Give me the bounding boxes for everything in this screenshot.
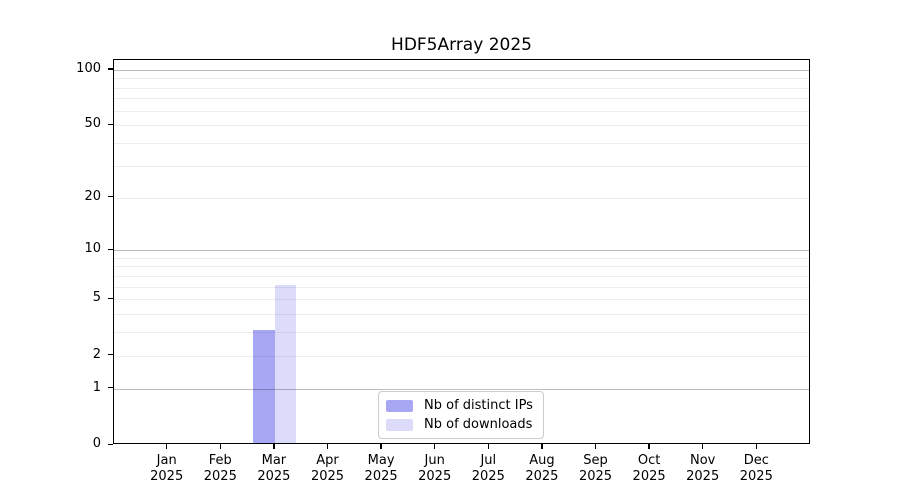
y-axis-tick [108, 354, 113, 356]
legend-entry: Nb of downloads [386, 416, 533, 433]
gridline-major [114, 69, 809, 71]
x-label-month: Jul [480, 453, 497, 468]
legend-label: Nb of distinct IPs [424, 398, 533, 413]
gridline-minor [114, 197, 809, 199]
gridline-minor [114, 143, 809, 145]
x-label-month: Jun [424, 453, 445, 468]
x-label-month: Sep [583, 453, 608, 468]
x-axis-tick-label: Apr 2025 [298, 453, 358, 484]
chart-title: HDF5Array 2025 [391, 35, 532, 55]
gridline-minor [114, 165, 809, 167]
x-label-month: Mar [261, 453, 287, 468]
y-axis-tick [108, 387, 113, 389]
y-axis-tick [108, 297, 113, 300]
y-axis-tick-label: 0 [92, 436, 101, 451]
x-axis-tick-label: Aug 2025 [512, 453, 572, 484]
y-axis-tick [108, 248, 113, 250]
x-label-year: 2025 [150, 468, 184, 484]
x-axis-tick-label: Jun 2025 [405, 453, 465, 484]
x-axis-tick [702, 444, 704, 449]
plot-area [113, 59, 810, 444]
x-label-year: 2025 [364, 468, 398, 484]
x-axis-tick [648, 444, 650, 449]
x-axis-tick-label: Jan 2025 [137, 453, 197, 484]
y-axis-tick-label: 20 [84, 188, 101, 204]
x-axis-tick [273, 444, 275, 449]
x-label-year: 2025 [632, 468, 666, 484]
gridline-minor [114, 98, 809, 100]
x-label-month: Dec [743, 453, 769, 468]
x-label-year: 2025 [310, 468, 345, 484]
y-axis-tick-label: 50 [84, 116, 101, 132]
x-label-year: 2025 [203, 468, 237, 484]
x-axis-tick-label: Dec 2025 [726, 453, 786, 484]
y-axis-tick [108, 443, 113, 445]
x-label-month: Oct [637, 453, 661, 468]
y-axis-tick-label: 2 [92, 346, 101, 362]
x-label-month: Nov [690, 453, 716, 468]
y-axis-tick [108, 196, 113, 198]
gridline-minor [114, 87, 809, 89]
legend-swatch [386, 399, 413, 412]
legend-label: Nb of downloads [424, 417, 533, 432]
x-axis-tick-label: Feb 2025 [190, 453, 250, 484]
x-axis-tick [594, 444, 597, 449]
bar-distinct-ips [253, 330, 275, 443]
gridline-major [114, 250, 809, 252]
gridline-minor [114, 332, 809, 334]
y-axis-tick-label: 100 [76, 60, 101, 76]
x-label-month: Jan [156, 453, 177, 468]
x-axis-tick [487, 444, 489, 449]
y-axis-tick-label: 5 [92, 290, 101, 306]
x-axis-tick-label: Nov 2025 [673, 453, 733, 484]
x-axis-tick-label: Oct 2025 [619, 453, 679, 484]
x-axis-tick-label: Sep 2025 [566, 453, 626, 484]
x-axis-tick-label: May 2025 [351, 453, 411, 484]
x-axis-tick [380, 444, 382, 449]
x-label-year: 2025 [686, 468, 720, 484]
x-label-year: 2025 [471, 468, 505, 484]
x-axis-tick [219, 444, 221, 449]
gridline-minor [114, 266, 809, 268]
x-label-month: May [367, 453, 395, 468]
gridline-minor [114, 355, 809, 357]
y-axis-tick [108, 68, 113, 70]
bar-downloads [274, 284, 297, 443]
x-axis-tick [326, 444, 329, 449]
gridline-minor [114, 286, 809, 288]
x-axis-tick [166, 444, 168, 449]
gridline-minor [114, 314, 809, 316]
gridline-minor [114, 110, 809, 112]
y-axis-tick-label: 10 [84, 241, 101, 257]
legend: Nb of distinct IPs Nb of downloads [378, 391, 544, 439]
x-label-month: Aug [529, 453, 555, 468]
x-axis-tick [755, 444, 757, 449]
x-axis-tick-label: Jul 2025 [458, 453, 518, 484]
x-label-year: 2025 [257, 468, 291, 484]
x-label-year: 2025 [418, 468, 452, 484]
legend-entry: Nb of distinct IPs [386, 397, 533, 414]
x-label-year: 2025 [578, 468, 613, 484]
y-axis-tick [108, 123, 113, 126]
x-label-month: Apr [316, 453, 339, 468]
x-axis-tick [434, 444, 436, 449]
gridline-minor [114, 299, 809, 301]
x-label-year: 2025 [739, 468, 773, 484]
gridline-minor [114, 125, 809, 127]
gridline-minor [114, 275, 809, 277]
x-label-month: Feb [208, 453, 232, 468]
gridline-minor [114, 257, 809, 259]
legend-swatch [386, 418, 413, 431]
x-axis-tick-label: Mar 2025 [244, 453, 304, 484]
gridline-minor [114, 78, 809, 80]
y-axis-tick-label: 1 [92, 379, 101, 395]
x-label-year: 2025 [525, 468, 559, 484]
x-axis-tick [541, 444, 543, 449]
gridline-major [114, 388, 809, 390]
